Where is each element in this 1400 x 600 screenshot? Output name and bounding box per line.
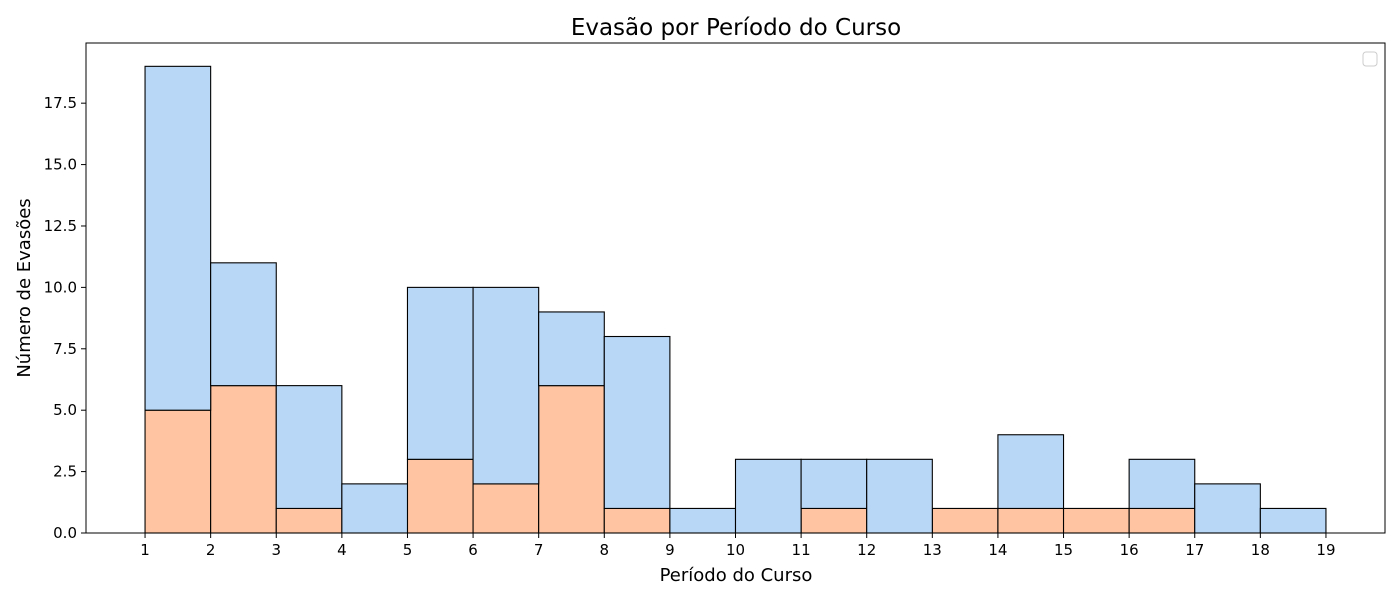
plot-frame bbox=[85, 42, 1386, 534]
x-tick-label: 7 bbox=[534, 541, 544, 559]
bar-series-0-bin-5 bbox=[406, 458, 474, 534]
y-tick-label: 2.5 bbox=[53, 463, 77, 481]
y-tick-label: 0.0 bbox=[53, 524, 77, 542]
x-tick-label: 18 bbox=[1251, 541, 1270, 559]
x-tick-label: 19 bbox=[1316, 541, 1335, 559]
y-tick-label: 7.5 bbox=[53, 340, 77, 358]
x-tick-label: 10 bbox=[726, 541, 745, 559]
bar-series-1-bin-10 bbox=[734, 458, 802, 534]
x-tick-label: 1 bbox=[140, 541, 150, 559]
bar-series-1-bin-9 bbox=[669, 507, 737, 534]
bar-series-0-bin-14 bbox=[997, 507, 1065, 534]
chart-title: Evasão por Período do Curso bbox=[571, 15, 901, 41]
y-tick-label: 5.0 bbox=[53, 401, 77, 419]
y-tick-label: 12.5 bbox=[44, 217, 77, 235]
x-tick-label: 13 bbox=[923, 541, 942, 559]
bar-series-1-bin-18 bbox=[1259, 507, 1327, 534]
y-tick-label: 10.0 bbox=[44, 278, 77, 296]
bar-series-1-bin-11 bbox=[800, 458, 868, 509]
bar-series-1-bin-2 bbox=[210, 262, 277, 387]
x-tick-label: 12 bbox=[857, 541, 876, 559]
bar-series-0-bin-15 bbox=[1062, 507, 1130, 534]
bar-series-0-bin-6 bbox=[472, 483, 540, 534]
x-tick-label: 9 bbox=[665, 541, 675, 559]
bar-series-0-bin-11 bbox=[800, 507, 868, 534]
bar-series-0-bin-3 bbox=[275, 507, 343, 534]
x-tick-label: 11 bbox=[792, 541, 811, 559]
bar-series-1-bin-12 bbox=[866, 458, 933, 534]
bar-series-0-bin-8 bbox=[603, 507, 671, 534]
bar-series-1-bin-17 bbox=[1194, 483, 1261, 534]
x-axis-title: Período do Curso bbox=[660, 565, 813, 586]
x-tick-label: 4 bbox=[337, 541, 347, 559]
y-tick-label: 15.0 bbox=[44, 156, 77, 174]
bar-series-0-bin-2 bbox=[210, 385, 277, 534]
bar-series-1-bin-6 bbox=[472, 286, 540, 485]
plot-area bbox=[144, 65, 1327, 534]
bar-series-1-bin-7 bbox=[538, 311, 605, 387]
x-tick-label: 5 bbox=[403, 541, 413, 559]
x-tick-label: 6 bbox=[468, 541, 478, 559]
x-tick-label: 2 bbox=[206, 541, 216, 559]
x-tick-label: 17 bbox=[1185, 541, 1204, 559]
bar-series-1-bin-8 bbox=[603, 335, 671, 509]
bar-series-1-bin-3 bbox=[275, 385, 343, 509]
bar-series-0-bin-1 bbox=[144, 409, 212, 534]
bar-series-1-bin-4 bbox=[341, 483, 409, 534]
x-tick-label: 16 bbox=[1120, 541, 1139, 559]
bar-series-1-bin-14 bbox=[997, 434, 1065, 509]
y-axis-title: Número de Evasões bbox=[14, 198, 35, 377]
bar-series-1-bin-16 bbox=[1128, 458, 1196, 509]
x-tick-label: 8 bbox=[600, 541, 610, 559]
x-tick-label: 15 bbox=[1054, 541, 1073, 559]
x-axis: 1 2 3 4 5 6 7 8 9 10 11 12 13 14 15 16 17 18 19 bbox=[140, 533, 1336, 559]
bar-series-0-bin-13 bbox=[931, 507, 999, 534]
y-axis: 0.0 2.5 5.0 7.5 10.0 12.5 15.0 17.5 bbox=[44, 94, 86, 542]
bar-series-1-bin-1 bbox=[144, 65, 212, 411]
y-tick-label: 17.5 bbox=[44, 94, 77, 112]
bar-series-0-bin-16 bbox=[1128, 507, 1196, 534]
legend-box bbox=[1362, 51, 1378, 67]
x-tick-label: 3 bbox=[271, 541, 281, 559]
bar-series-0-bin-7 bbox=[538, 385, 605, 534]
bar-series-1-bin-5 bbox=[406, 286, 474, 460]
x-tick-label: 14 bbox=[988, 541, 1007, 559]
